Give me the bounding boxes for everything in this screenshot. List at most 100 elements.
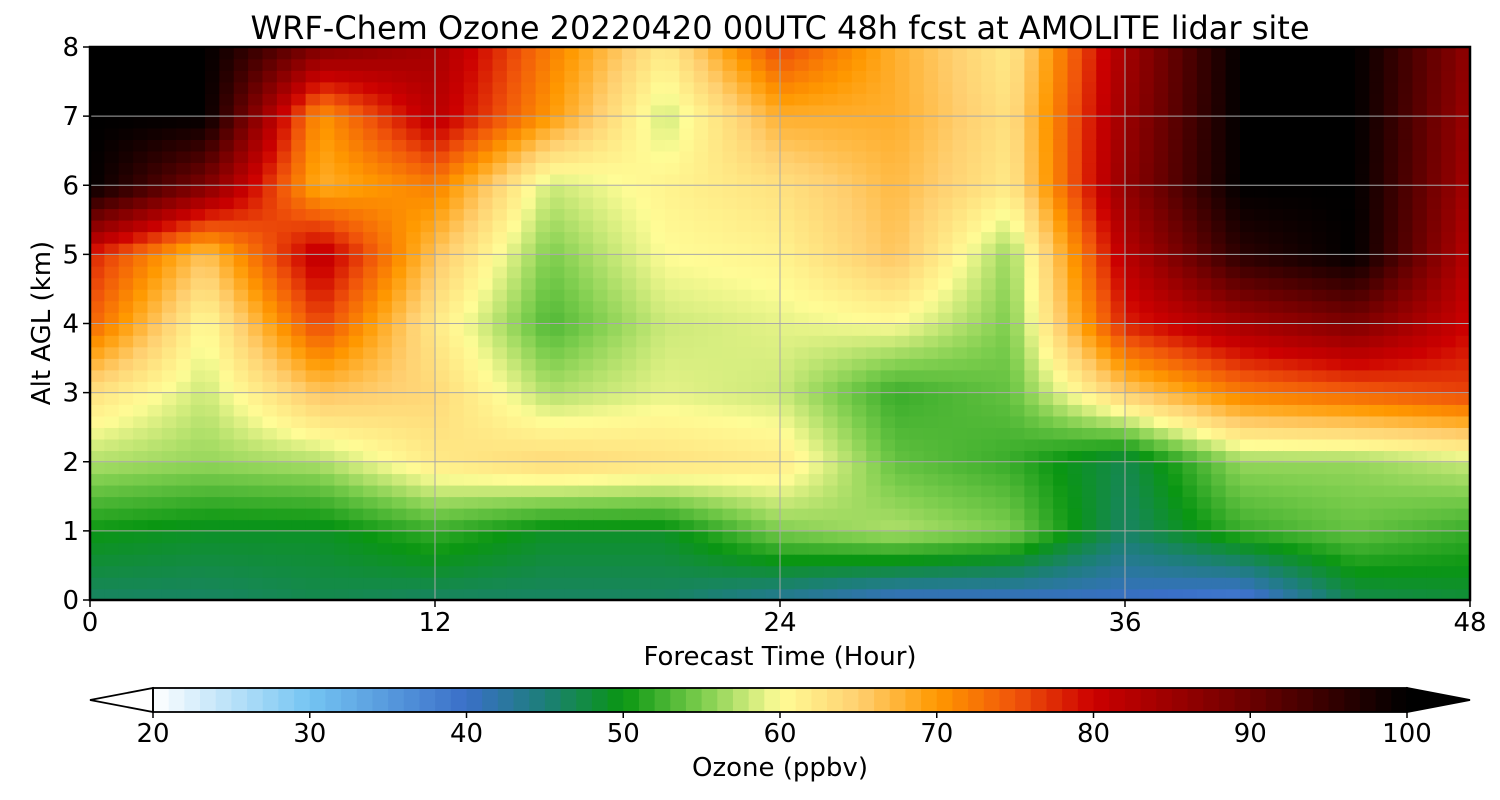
heatmap-cell (1096, 265, 1112, 279)
heatmap-cell (363, 588, 379, 600)
heatmap-cell (995, 542, 1011, 555)
heatmap-cell (1125, 553, 1141, 567)
heatmap-cell (981, 242, 997, 256)
heatmap-cell (952, 565, 968, 578)
heatmap-cell (478, 277, 494, 290)
heatmap-cell (780, 139, 796, 152)
heatmap-cell (219, 288, 235, 302)
heatmap-cell (506, 415, 523, 428)
heatmap-cell (895, 139, 911, 152)
heatmap-cell (147, 427, 163, 440)
heatmap-cell (1426, 461, 1443, 475)
heatmap-cell (104, 47, 120, 60)
heatmap-cell (1168, 530, 1184, 544)
heatmap-cell (276, 311, 293, 325)
heatmap-cell (147, 127, 163, 140)
heatmap-cell (219, 231, 235, 244)
heatmap-cell (1297, 47, 1313, 60)
heatmap-cell (1225, 461, 1241, 475)
heatmap-cell (1398, 70, 1414, 83)
colorbar-segment (795, 688, 812, 712)
heatmap-cell (1326, 588, 1342, 600)
y-tick-label: 6 (62, 171, 79, 201)
heatmap-cell (1455, 311, 1470, 325)
heatmap-cell (1398, 323, 1414, 336)
heatmap-cell (621, 427, 638, 440)
heatmap-cell (320, 553, 336, 567)
heatmap-cell (1412, 93, 1428, 106)
heatmap-cell (1038, 576, 1054, 590)
heatmap-cell (1024, 461, 1040, 475)
heatmap-cell (1139, 127, 1155, 140)
heatmap-cell (205, 231, 221, 244)
heatmap-cell (1196, 461, 1213, 475)
heatmap-cell (895, 392, 911, 405)
heatmap-cell (938, 265, 954, 279)
heatmap-cell (1369, 553, 1385, 567)
heatmap-cell (1240, 346, 1256, 359)
heatmap-cell (880, 104, 896, 117)
heatmap-cell (1010, 438, 1026, 452)
heatmap-cell (808, 93, 824, 106)
heatmap-cell (420, 404, 436, 417)
heatmap-cell (866, 311, 882, 325)
heatmap-cell (578, 139, 594, 152)
heatmap-cell (823, 507, 839, 521)
heatmap-cell (1283, 369, 1299, 382)
heatmap-cell (320, 473, 336, 486)
heatmap-cell (1211, 254, 1227, 267)
heatmap-cell (521, 196, 537, 210)
heatmap-cell (435, 565, 451, 578)
heatmap-cell (981, 93, 997, 106)
heatmap-cell (1297, 565, 1313, 578)
heatmap-cell (1038, 104, 1054, 117)
heatmap-cell (995, 335, 1011, 348)
heatmap-cell (406, 588, 422, 600)
heatmap-cell (521, 231, 537, 244)
heatmap-cell (550, 415, 566, 428)
heatmap-cell (133, 242, 149, 256)
heatmap-cell (1383, 162, 1399, 175)
heatmap-cell (1139, 381, 1155, 394)
heatmap-cell (923, 93, 939, 106)
heatmap-cell (1326, 358, 1342, 371)
heatmap-cell (1139, 219, 1155, 233)
heatmap-cell (305, 173, 321, 187)
heatmap-cell (1153, 173, 1169, 187)
heatmap-cell (1355, 219, 1371, 233)
heatmap-cell (104, 542, 120, 555)
heatmap-cell (1455, 507, 1470, 521)
heatmap-cell (420, 70, 436, 83)
heatmap-cell (607, 81, 623, 94)
heatmap-cell (104, 219, 120, 233)
heatmap-cell (1024, 93, 1040, 106)
heatmap-cell (1038, 81, 1054, 94)
heatmap-cell (363, 93, 379, 106)
heatmap-cell (550, 427, 566, 440)
heatmap-cell (693, 70, 709, 83)
heatmap-cell (679, 496, 695, 509)
heatmap-cell (1240, 381, 1256, 394)
heatmap-cell (176, 288, 192, 302)
heatmap-cell (895, 415, 911, 428)
heatmap-cell (420, 265, 436, 279)
heatmap-cell (1254, 219, 1270, 233)
heatmap-cell (205, 507, 221, 521)
heatmap-cell (650, 358, 666, 371)
heatmap-cell (104, 484, 120, 498)
heatmap-cell (1053, 588, 1069, 600)
heatmap-cell (895, 58, 911, 71)
heatmap-cell (1153, 219, 1169, 233)
heatmap-cell (161, 450, 178, 463)
heatmap-cell (650, 288, 666, 302)
heatmap-cell (449, 484, 465, 498)
heatmap-cell (909, 185, 925, 198)
heatmap-cell (262, 507, 278, 521)
heatmap-cell (679, 162, 695, 175)
heatmap-cell (1211, 381, 1227, 394)
colorbar-segment (372, 688, 389, 712)
heatmap-cell (1254, 530, 1270, 544)
heatmap-cell (636, 47, 652, 60)
heatmap-cell (492, 81, 508, 94)
heatmap-cell (478, 519, 494, 532)
